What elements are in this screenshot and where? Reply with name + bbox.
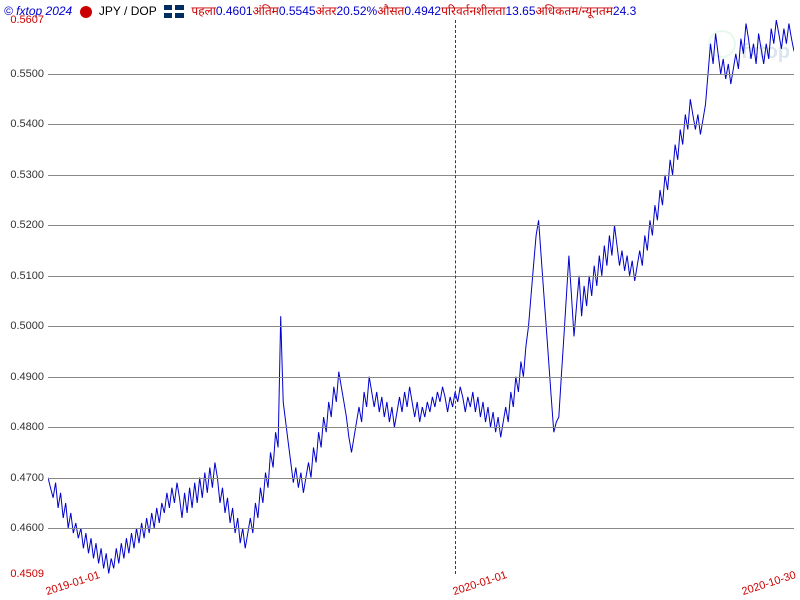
y-tick: 0.4509: [10, 568, 44, 580]
gridline: [48, 225, 794, 226]
stat-label: औसत: [377, 2, 404, 19]
gridline: [48, 427, 794, 428]
date-marker-line: [455, 20, 456, 574]
stat-label: पहला: [191, 2, 215, 19]
y-axis: 0.45090.46000.47000.48000.49000.50000.51…: [0, 20, 48, 574]
x-tick: 2020-10-30: [740, 569, 797, 598]
y-tick: 0.5000: [10, 320, 44, 332]
gridline: [48, 276, 794, 277]
x-tick: 2019-01-01: [44, 569, 101, 598]
y-tick: 0.5607: [10, 14, 44, 26]
stat-value: 24.3: [613, 4, 636, 18]
x-axis: 2019-01-012020-01-012020-10-30: [48, 574, 794, 600]
y-tick: 0.4800: [10, 421, 44, 433]
stat-label: अधिकतम/न्यूनतम: [536, 2, 613, 19]
chart-area: [48, 20, 794, 574]
gridline: [48, 377, 794, 378]
stat-value: 0.5545: [279, 4, 316, 18]
stat-value: 20.52%: [336, 4, 377, 18]
y-tick: 0.5300: [10, 169, 44, 181]
stat-label: अंतर: [316, 2, 337, 19]
stat-value: 13.65: [505, 4, 535, 18]
currency-pair: JPY / DOP: [99, 4, 157, 18]
dominican-flag-icon: [164, 5, 184, 18]
gridline: [48, 175, 794, 176]
stat-value: 0.4942: [404, 4, 441, 18]
header-bar: © fxtop 2024 JPY / DOP पहला 0.4601 अंतिम…: [4, 2, 796, 19]
gridline: [48, 326, 794, 327]
y-tick: 0.5200: [10, 219, 44, 231]
y-tick: 0.4600: [10, 522, 44, 534]
stat-label: अंतिम: [253, 2, 279, 19]
japan-flag-icon: [80, 6, 92, 18]
y-tick: 0.4900: [10, 371, 44, 383]
y-tick: 0.5400: [10, 118, 44, 130]
price-line: [48, 20, 794, 574]
gridline: [48, 124, 794, 125]
stat-value: 0.4601: [216, 4, 253, 18]
x-tick: 2020-01-01: [451, 569, 508, 598]
gridline: [48, 528, 794, 529]
gridline: [48, 478, 794, 479]
gridline: [48, 74, 794, 75]
y-tick: 0.5100: [10, 270, 44, 282]
y-tick: 0.5500: [10, 68, 44, 80]
y-tick: 0.4700: [10, 472, 44, 484]
stat-label: परिवर्तनशीलता: [441, 2, 505, 19]
